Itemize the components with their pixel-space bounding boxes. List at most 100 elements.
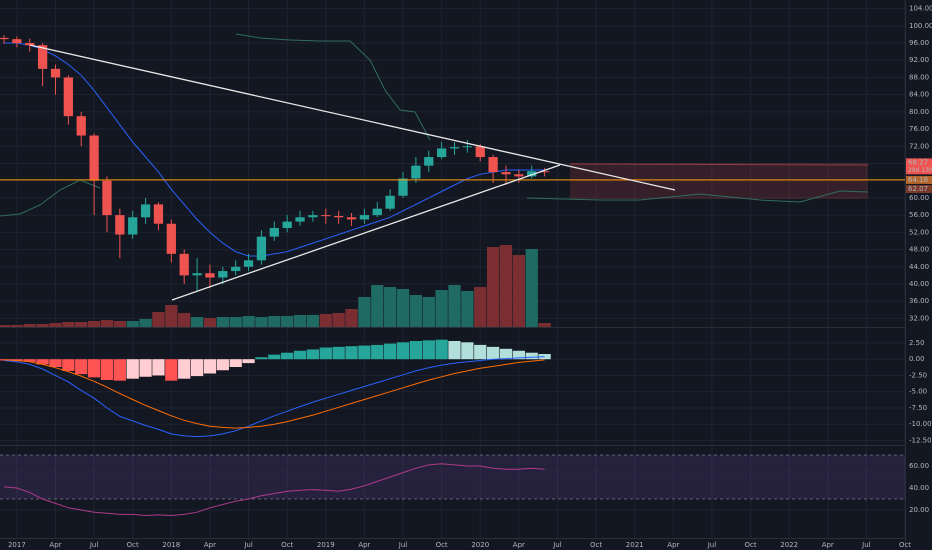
x-tick-label: 2017: [8, 541, 26, 549]
volume-bar: [113, 321, 126, 327]
candle-body: [449, 147, 460, 149]
y-tick-label: 92.00: [909, 56, 929, 64]
volume-bar: [396, 289, 410, 327]
x-tick-label: Jul: [707, 541, 717, 549]
y-tick-label: 72.00: [909, 142, 929, 150]
macd-histogram-bar: [139, 359, 152, 377]
volume-bar: [203, 318, 217, 327]
x-tick-label: 2018: [162, 541, 180, 549]
axis-labels: 2017 Apr Jul Oct 2018 Apr Jul Oct 2019 Apr Jul Oct 2…: [8, 5, 932, 549]
y-tick-label: -2.50: [909, 371, 927, 379]
macd-histogram-bar: [281, 352, 294, 360]
candle-body: [269, 228, 279, 237]
trendline: [29, 44, 676, 191]
y-tick-label: 2.50: [909, 339, 925, 347]
x-tick-label: Oct: [899, 541, 911, 549]
candle-body: [89, 135, 99, 181]
price-label-box: [906, 185, 932, 194]
macd-histogram-bar: [75, 359, 88, 375]
volume-bar: [512, 255, 525, 327]
x-tick-label: Oct: [590, 541, 602, 549]
macd-histogram-bar: [255, 357, 268, 360]
candle-body: [282, 221, 292, 229]
candle-body: [63, 77, 73, 117]
x-tick-label: 2022: [780, 541, 798, 549]
volume-bar: [165, 305, 178, 327]
volume-bar: [62, 322, 75, 327]
y-tick-label: 100.00: [909, 22, 932, 30]
volume-bar: [486, 247, 500, 327]
indicator-line: [235, 33, 431, 141]
candle-body: [25, 43, 35, 46]
y-tick-label: 88.00: [909, 73, 929, 81]
price-countdown: 29d 13h: [908, 167, 932, 174]
y-tick-label: -7.50: [909, 404, 927, 412]
volume-bar: [255, 317, 268, 327]
x-tick-label: Oct: [744, 541, 756, 549]
volume-bar: [306, 315, 320, 327]
candle-body: [308, 215, 318, 218]
indicator-line: [4, 42, 545, 257]
candle-body: [37, 45, 48, 69]
series: [0, 35, 905, 517]
candle-body: [501, 172, 511, 175]
macd-histogram-bar: [332, 346, 345, 360]
rsi-line: [3, 463, 545, 517]
macd-histogram-bar: [229, 359, 242, 367]
candle-body: [115, 215, 125, 235]
candle-body: [398, 178, 408, 196]
macd-histogram-bar: [268, 354, 281, 360]
y-tick-label: 56.00: [909, 211, 929, 219]
volume: [0, 245, 551, 327]
candle-body: [12, 39, 22, 44]
volume-bar: [229, 317, 242, 327]
macd-histogram-bar: [512, 350, 525, 360]
macd-histogram-bar: [435, 339, 448, 360]
x-tick-label: Oct: [436, 541, 448, 549]
candle-body: [539, 171, 550, 173]
volume-bar: [242, 316, 255, 327]
candle-body: [205, 273, 215, 278]
candle-body: [179, 253, 189, 276]
price-label: 64.18: [908, 176, 928, 184]
macd-histogram-bar: [448, 341, 461, 360]
y-tick-label: 44.00: [909, 263, 929, 271]
candle-body: [102, 180, 112, 216]
macd-histogram-bar: [345, 346, 358, 360]
y-tick-label: 40.00: [909, 280, 929, 288]
price-label: 68.27: [908, 158, 928, 166]
macd-histogram-bar: [461, 342, 474, 360]
y-tick-label: 60.00: [909, 462, 929, 470]
price-label: 62.07: [908, 185, 928, 193]
volume-bar: [448, 285, 461, 327]
macd-histogram-bar: [242, 359, 255, 364]
volume-bar: [216, 317, 229, 327]
macd-histogram-bar: [422, 340, 435, 360]
x-tick-label: Apr: [667, 541, 679, 549]
candle-body: [166, 223, 176, 254]
macd-line: [3, 356, 545, 438]
macd-histogram-bar: [306, 349, 320, 360]
y-axis: [905, 0, 932, 550]
candle-body: [334, 215, 344, 218]
candle-body: [50, 68, 61, 78]
indicator-line: [0, 179, 101, 217]
macd-histogram-bar: [358, 345, 371, 360]
grid: [0, 0, 906, 538]
candle-body: [411, 165, 421, 179]
y-tick-label: 76.00: [909, 125, 929, 133]
volume-bar: [75, 322, 88, 327]
x-tick-label: Apr: [358, 541, 370, 549]
candle-body: [488, 157, 498, 173]
y-tick-label: 52.00: [909, 228, 929, 236]
x-tick-label: Jul: [398, 541, 408, 549]
x-tick-label: Apr: [204, 541, 216, 549]
macd-histogram-bar: [100, 359, 114, 380]
volume-bar: [409, 295, 423, 327]
drawings: [0, 33, 869, 217]
volume-bar: [178, 313, 191, 327]
macd-histogram-bar: [486, 346, 500, 360]
candle-body: [514, 174, 524, 177]
macd-histogram-bar: [396, 342, 410, 360]
